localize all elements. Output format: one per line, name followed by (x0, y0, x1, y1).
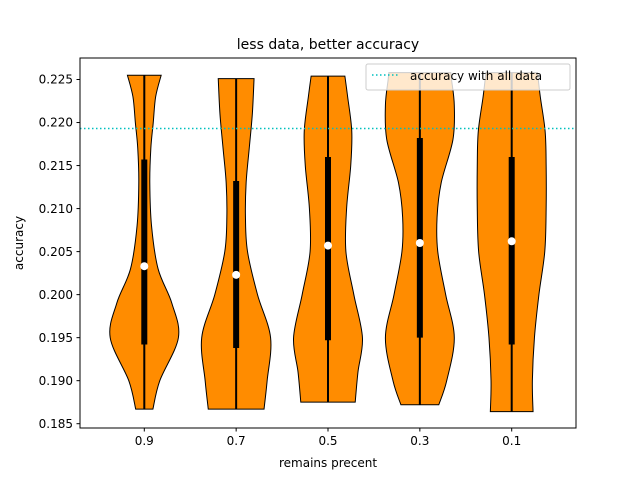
x-axis-label: remains precent (279, 456, 377, 470)
legend-entry-label: accuracy with all data (410, 69, 542, 83)
violin-0.1 (476, 72, 547, 413)
x-tick-label: 0.3 (410, 434, 429, 448)
violin-0.3 (384, 72, 456, 406)
y-tick-label: 0.210 (39, 202, 73, 216)
y-tick-label: 0.225 (39, 73, 73, 87)
y-tick-label: 0.195 (39, 331, 73, 345)
y-tick-label: 0.220 (39, 116, 73, 130)
y-axis-label: accuracy (12, 216, 26, 270)
legend-box (365, 63, 571, 91)
x-tick-label: 0.7 (227, 434, 246, 448)
y-tick-label: 0.190 (39, 374, 73, 388)
violin-0.5 (293, 75, 363, 403)
violin-median-dot (507, 237, 516, 246)
x-tick-label: 0.9 (135, 434, 154, 448)
violin-median-dot (232, 270, 241, 279)
violin-0.7 (200, 78, 272, 410)
x-axis: 0.9 0.7 0.5 0.3 0.1 (135, 428, 521, 448)
x-tick-label: 0.1 (502, 434, 521, 448)
y-axis: 0.185 0.190 0.195 0.200 0.205 0.210 0.215 0.220… (39, 73, 80, 431)
y-tick-label: 0.215 (39, 159, 73, 173)
violin-median-dot (140, 262, 149, 271)
x-tick-label: 0.5 (318, 434, 337, 448)
chart-title: less data, better accuracy (237, 37, 419, 53)
violin-median-dot (415, 239, 424, 247)
y-tick-label: 0.205 (39, 245, 73, 259)
violin-median-dot (324, 241, 332, 250)
y-tick-label: 0.200 (39, 288, 73, 302)
violin-0.9 (109, 74, 180, 410)
violins-layer (109, 72, 547, 413)
legend: accuracy with all data (365, 63, 571, 91)
y-tick-label: 0.185 (39, 417, 73, 431)
